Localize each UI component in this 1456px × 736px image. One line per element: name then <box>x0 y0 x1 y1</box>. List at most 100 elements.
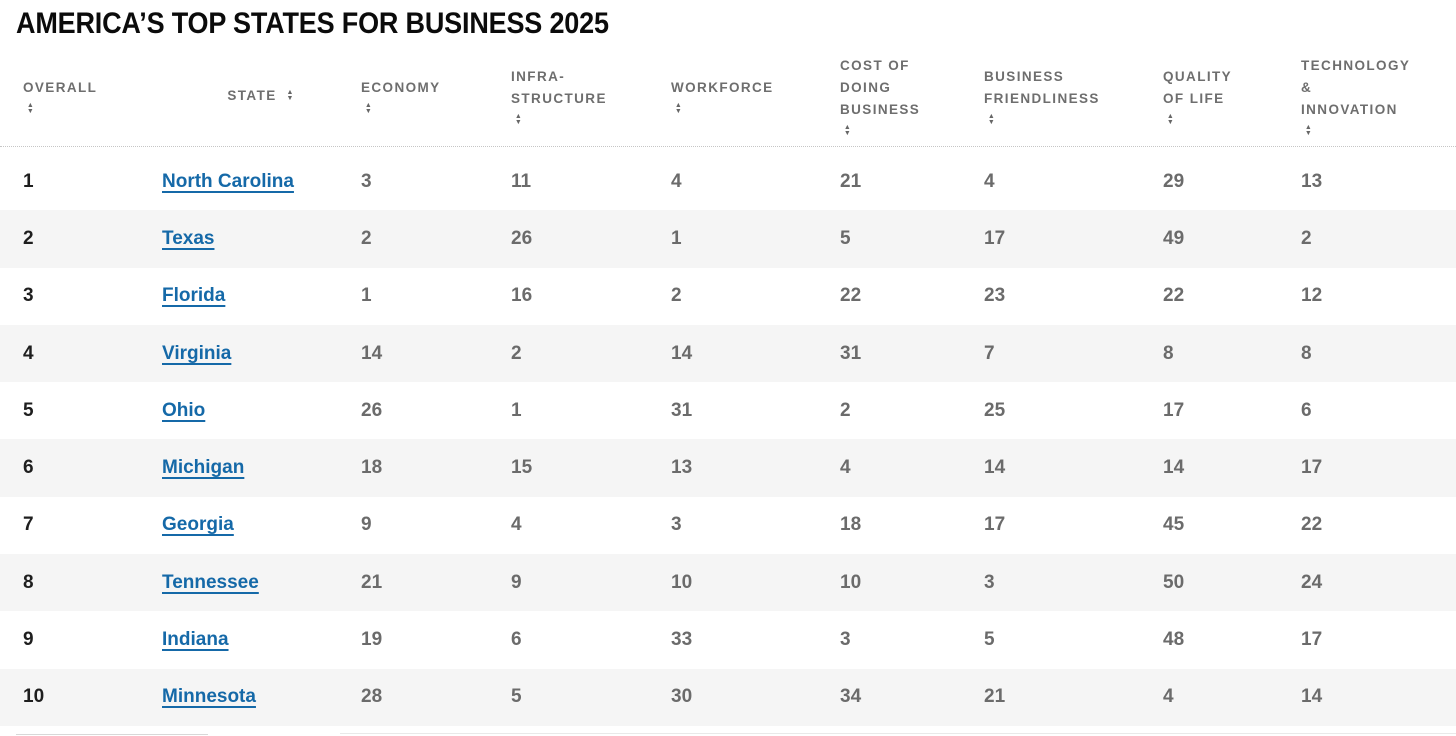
sort-descending-icon: ▼ <box>514 119 524 126</box>
cell-cost_of_doing_business: 21 <box>840 170 862 192</box>
sort-descending-icon: ▼ <box>674 108 684 115</box>
cell-quality_of_life: 29 <box>1163 170 1185 192</box>
state-link[interactable]: Florida <box>162 285 226 307</box>
table-row: 1 North Carolina 3 11 4 21 4 29 13 <box>0 153 1456 211</box>
cell-technology_innovation: 17 <box>1301 629 1323 651</box>
sort-arrows-icon[interactable]: ▲ ▼ <box>1166 113 1176 126</box>
table-header-row: OVERALL ▲ ▼ STATE ▲ ▼ ECONOMY ▲ ▼ INFRA-… <box>0 48 1456 144</box>
cell-workforce: 10 <box>671 571 693 593</box>
column-header-infrastructure[interactable]: INFRA- STRUCTURE ▲ ▼ <box>511 66 671 126</box>
state-link[interactable]: Ohio <box>162 399 206 421</box>
cell-quality_of_life: 4 <box>1163 686 1174 708</box>
sort-descending-icon: ▼ <box>987 119 997 126</box>
sort-arrows-icon[interactable]: ▲ ▼ <box>286 89 296 102</box>
state-link[interactable]: Indiana <box>162 629 229 651</box>
cell-cost_of_doing_business: 18 <box>840 514 862 536</box>
cell-state: Indiana <box>162 629 361 651</box>
cell-workforce: 31 <box>671 399 693 421</box>
state-link[interactable]: Tennessee <box>162 571 259 593</box>
cell-technology_innovation: 13 <box>1301 170 1323 192</box>
cell-state: North Carolina <box>162 171 361 193</box>
sort-ascending-icon: ▲ <box>286 89 295 96</box>
cell-technology_innovation: 17 <box>1301 457 1323 479</box>
cell-overall: 3 <box>23 285 34 307</box>
sort-arrows-icon[interactable]: ▲ ▼ <box>514 113 524 126</box>
cell-economy: 1 <box>361 285 372 307</box>
table-header-area: AMERICA’S TOP STATES FOR BUSINESS 2025 O… <box>0 0 1456 147</box>
column-label-line: STRUCTURE <box>511 91 607 106</box>
sort-ascending-icon: ▲ <box>987 113 997 120</box>
column-label-line: BUSINESS <box>984 69 1065 84</box>
cell-overall: 7 <box>23 514 34 536</box>
sort-arrows-icon[interactable]: ▲ ▼ <box>674 102 684 115</box>
cell-cost_of_doing_business: 10 <box>840 571 862 593</box>
state-link[interactable]: Michigan <box>162 457 245 479</box>
cell-workforce: 33 <box>671 629 693 651</box>
cell-cost_of_doing_business: 4 <box>840 457 851 479</box>
cell-workforce: 1 <box>671 227 682 249</box>
column-label-line: OF LIFE <box>1163 91 1225 106</box>
column-header-label: TECHNOLOGY & INNOVATION <box>1301 55 1456 121</box>
cell-infrastructure: 11 <box>511 170 532 192</box>
table-row: 6 Michigan 18 15 13 4 14 14 17 <box>0 439 1456 497</box>
column-label-line: WORKFORCE <box>671 80 774 95</box>
state-link[interactable]: Georgia <box>162 514 234 536</box>
cell-cost_of_doing_business: 3 <box>840 629 851 651</box>
cell-overall: 8 <box>23 571 34 593</box>
sort-ascending-icon: ▲ <box>1304 124 1314 131</box>
cell-state: Texas <box>162 228 361 250</box>
cell-business_friendliness: 21 <box>984 686 1006 708</box>
sort-descending-icon: ▼ <box>1166 119 1176 126</box>
column-header-label: STATE <box>227 85 276 107</box>
sort-arrows-icon[interactable]: ▲ ▼ <box>843 124 853 137</box>
column-header-technology_innovation[interactable]: TECHNOLOGY & INNOVATION ▲ ▼ <box>1301 55 1456 137</box>
column-header-label: INFRA- STRUCTURE <box>511 66 671 110</box>
column-header-overall[interactable]: OVERALL ▲ ▼ <box>23 77 162 115</box>
cell-cost_of_doing_business: 22 <box>840 285 862 307</box>
column-header-business_friendliness[interactable]: BUSINESS FRIENDLINESS ▲ ▼ <box>984 66 1163 126</box>
column-header-label: WORKFORCE <box>671 77 840 99</box>
table-row: 5 Ohio 26 1 31 2 25 17 6 <box>0 382 1456 440</box>
sort-arrows-icon[interactable]: ▲ ▼ <box>364 102 374 115</box>
cell-cost_of_doing_business: 31 <box>840 342 862 364</box>
cell-economy: 3 <box>361 170 372 192</box>
column-header-label: ECONOMY <box>361 77 511 99</box>
column-header-quality_of_life[interactable]: QUALITY OF LIFE ▲ ▼ <box>1163 66 1301 126</box>
column-header-cost_of_doing_business[interactable]: COST OF DOING BUSINESS ▲ ▼ <box>840 55 984 137</box>
cell-state: Michigan <box>162 457 361 479</box>
cell-economy: 14 <box>361 342 383 364</box>
table-row: 9 Indiana 19 6 33 3 5 48 17 <box>0 611 1456 669</box>
cell-workforce: 13 <box>671 457 693 479</box>
column-label-line: OVERALL <box>23 80 98 95</box>
sort-arrows-icon[interactable]: ▲ ▼ <box>1304 124 1314 137</box>
cell-economy: 19 <box>361 629 383 651</box>
cell-workforce: 14 <box>671 342 693 364</box>
cell-overall: 9 <box>23 629 34 651</box>
cell-state: Florida <box>162 285 361 307</box>
cell-technology_innovation: 14 <box>1301 686 1323 708</box>
cell-state: Minnesota <box>162 686 361 708</box>
sort-ascending-icon: ▲ <box>1166 113 1176 120</box>
clipped-next-row-hint-left <box>16 734 208 735</box>
state-link[interactable]: North Carolina <box>162 170 294 192</box>
column-header-workforce[interactable]: WORKFORCE ▲ ▼ <box>671 77 840 115</box>
cell-quality_of_life: 45 <box>1163 514 1185 536</box>
column-label-line: & <box>1301 80 1313 95</box>
state-link[interactable]: Texas <box>162 227 215 249</box>
column-header-economy[interactable]: ECONOMY ▲ ▼ <box>361 77 511 115</box>
sort-ascending-icon: ▲ <box>674 102 684 109</box>
column-header-state[interactable]: STATE ▲ ▼ <box>162 85 361 107</box>
cell-overall: 10 <box>23 686 45 708</box>
state-link[interactable]: Virginia <box>162 342 232 364</box>
cell-infrastructure: 16 <box>511 285 533 307</box>
sort-arrows-icon[interactable]: ▲ ▼ <box>987 113 997 126</box>
cell-overall: 4 <box>23 342 34 364</box>
state-link[interactable]: Minnesota <box>162 686 256 708</box>
cell-infrastructure: 1 <box>511 399 522 421</box>
sort-arrows-icon[interactable]: ▲ ▼ <box>26 102 36 115</box>
sort-descending-icon: ▼ <box>364 108 374 115</box>
cell-technology_innovation: 22 <box>1301 514 1323 536</box>
cell-infrastructure: 4 <box>511 514 522 536</box>
table-row: 3 Florida 1 16 2 22 23 22 12 <box>0 267 1456 325</box>
cell-workforce: 2 <box>671 285 682 307</box>
